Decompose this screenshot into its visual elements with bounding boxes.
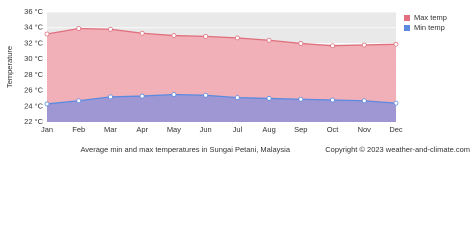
area-fill — [47, 94, 396, 122]
legend-label: Min temp — [414, 23, 445, 32]
y-tick-label: 26 °C — [24, 86, 43, 95]
series-line — [46, 27, 397, 47]
point-marker — [76, 26, 82, 31]
x-tick-label: Nov — [358, 125, 372, 134]
series-line — [46, 93, 397, 105]
x-tick-label: Apr — [136, 125, 148, 134]
point-marker — [203, 33, 209, 39]
legend-swatch — [404, 25, 410, 31]
point-marker — [266, 96, 272, 101]
x-tick-label: Dec — [389, 125, 403, 134]
y-tick-label: 32 °C — [24, 38, 43, 47]
legend-swatch — [404, 15, 410, 21]
y-tick-label: 24 °C — [24, 101, 43, 110]
x-tick-label: Oct — [327, 125, 340, 134]
x-tick-label: Sep — [294, 125, 307, 134]
point-marker — [298, 96, 304, 102]
point-marker — [108, 26, 113, 32]
point-marker — [330, 97, 335, 103]
y-axis-label: Temperature — [5, 46, 14, 88]
legend-label: Max temp — [414, 13, 447, 22]
point-marker — [171, 33, 177, 38]
point-marker — [234, 35, 240, 41]
point-marker — [203, 92, 209, 98]
point-marker — [393, 100, 399, 106]
point-marker — [393, 41, 399, 47]
chart: Temperature Average min and max temperat… — [5, 7, 470, 154]
y-tick-label: 22 °C — [24, 117, 43, 126]
x-tick-label: Feb — [72, 125, 85, 134]
point-marker — [234, 95, 240, 101]
point-marker — [330, 43, 335, 49]
point-marker — [139, 30, 145, 36]
point-marker — [361, 98, 367, 104]
y-tick-label: 34 °C — [24, 23, 43, 32]
y-tick-label: 28 °C — [24, 70, 43, 79]
point-marker — [76, 98, 82, 104]
point-marker — [266, 37, 272, 43]
point-marker — [171, 92, 177, 97]
point-marker — [44, 31, 50, 37]
point-marker — [361, 42, 367, 48]
point-marker — [44, 101, 50, 107]
x-tick-label: Jul — [233, 125, 243, 134]
x-tick-label: Aug — [262, 125, 275, 134]
copyright: Copyright © 2023 weather-and-climate.com — [325, 145, 470, 154]
caption: Average min and max temperatures in Sung… — [80, 145, 290, 154]
x-tick-label: Jan — [41, 125, 53, 134]
x-tick-label: Jun — [200, 125, 212, 134]
x-tick-label: Mar — [104, 125, 117, 134]
x-tick-label: May — [167, 125, 181, 134]
point-marker — [108, 94, 113, 100]
point-marker — [139, 93, 145, 99]
y-tick-label: 36 °C — [24, 7, 43, 16]
point-marker — [298, 41, 304, 46]
y-tick-label: 30 °C — [24, 54, 43, 63]
